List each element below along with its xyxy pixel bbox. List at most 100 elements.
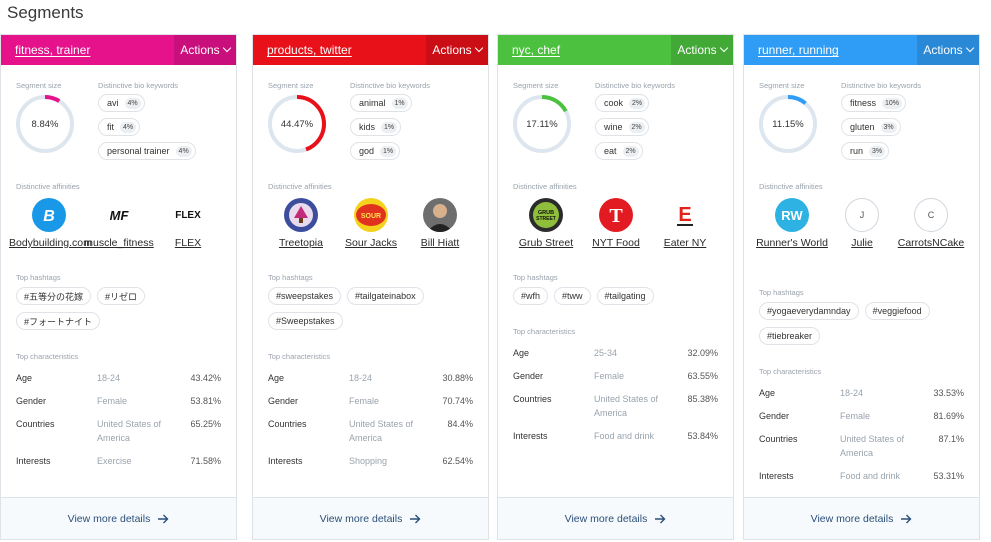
- characteristic-row: Age 25-34 32.09%: [513, 348, 718, 358]
- chevron-down-icon: [965, 43, 974, 53]
- keyword-chip: fit 4%: [98, 118, 141, 136]
- view-more-details-link[interactable]: View more details: [744, 497, 979, 539]
- card-header: nyc, chef Actions: [498, 35, 733, 65]
- hashtags-label: Top hashtags: [16, 273, 61, 282]
- characteristic-row: Interests Exercise 71.58%: [16, 456, 221, 466]
- characteristic-row: Countries United States of America 87.1%: [759, 434, 964, 458]
- keyword-chip: animal 1%: [350, 94, 412, 112]
- segment-name-link[interactable]: nyc, chef: [512, 43, 561, 57]
- nyt-logo-icon: T: [599, 198, 633, 232]
- affinities-label: Distinctive affinities: [513, 182, 577, 191]
- affinity-item[interactable]: RW Runner's World: [752, 198, 832, 250]
- keyword-chip: cook 2%: [595, 94, 650, 112]
- affinities-label: Distinctive affinities: [16, 182, 80, 191]
- actions-dropdown[interactable]: Actions: [174, 35, 236, 65]
- keywords-label: Distinctive bio keywords: [98, 81, 179, 90]
- hashtag-chip: #yogaeverydamnday: [759, 302, 859, 320]
- characteristic-row: Interests Food and drink 53.84%: [513, 431, 718, 441]
- keyword-chip: avi 4%: [98, 94, 145, 112]
- keyword-chip: run 3%: [841, 142, 890, 160]
- affinity-item[interactable]: MF muscle_fitness: [79, 198, 159, 250]
- hashtag-chip: #sweepstakes: [268, 287, 342, 305]
- hashtag-chip: #五等分の花嫁: [16, 287, 92, 305]
- affinity-item[interactable]: Treetopia: [261, 198, 341, 250]
- hashtag-chip: #veggiefood: [864, 302, 930, 320]
- affinity-item[interactable]: GRUB STREET Grub Street: [506, 198, 586, 250]
- hashtag-chip: #tww: [554, 287, 591, 305]
- keywords-label: Distinctive bio keywords: [841, 81, 922, 90]
- actions-dropdown[interactable]: Actions: [917, 35, 979, 65]
- keyword-chip: eat 2%: [595, 142, 643, 160]
- arrow-right-icon: [901, 514, 912, 524]
- hashtags-label: Top hashtags: [513, 273, 558, 282]
- grub-street-logo-icon: GRUB STREET: [529, 198, 563, 232]
- arrow-right-icon: [655, 514, 666, 524]
- segment-size-label: Segment size: [513, 81, 559, 90]
- view-more-details-link[interactable]: View more details: [253, 497, 488, 539]
- arrow-right-icon: [410, 514, 421, 524]
- affinity-item[interactable]: B Bodybuilding.com: [9, 198, 92, 250]
- segment-card: products, twitter Actions Segment size D…: [252, 34, 489, 540]
- segment-size-label: Segment size: [268, 81, 314, 90]
- characteristic-row: Age 18-24 43.42%: [16, 373, 221, 383]
- svg-text:B: B: [43, 208, 55, 225]
- hashtag-chip: #Sweepstakes: [268, 312, 343, 330]
- card-header: runner, running Actions: [744, 35, 979, 65]
- characteristic-row: Age 18-24 30.88%: [268, 373, 473, 383]
- characteristics-label: Top characteristics: [513, 327, 576, 336]
- affinity-item[interactable]: Bill Hiatt: [400, 198, 480, 250]
- flex-logo-icon: FLEX: [171, 198, 205, 232]
- affinities-label: Distinctive affinities: [268, 182, 332, 191]
- keywords-label: Distinctive bio keywords: [350, 81, 431, 90]
- affinity-item[interactable]: E Eater NY: [645, 198, 725, 250]
- characteristics-label: Top characteristics: [759, 367, 822, 376]
- keyword-chip: gluten 3%: [841, 118, 901, 136]
- muscle-fitness-logo-icon: MF: [102, 198, 136, 232]
- affinity-item[interactable]: FLEX FLEX: [148, 198, 228, 250]
- segment-name-link[interactable]: runner, running: [758, 43, 839, 57]
- keywords-label: Distinctive bio keywords: [595, 81, 676, 90]
- actions-dropdown[interactable]: Actions: [426, 35, 488, 65]
- actions-dropdown[interactable]: Actions: [671, 35, 733, 65]
- characteristic-row: Interests Shopping 62.54%: [268, 456, 473, 466]
- characteristic-row: Gender Female 63.55%: [513, 371, 718, 381]
- chevron-down-icon: [719, 43, 728, 53]
- affinity-item[interactable]: C CarrotsNCake: [891, 198, 971, 250]
- carrotsncake-initial-icon: C: [914, 198, 948, 232]
- svg-text:GRUB: GRUB: [538, 210, 554, 216]
- segment-name-link[interactable]: fitness, trainer: [15, 43, 91, 57]
- arrow-right-icon: [158, 514, 169, 524]
- characteristic-row: Countries United States of America 65.25%: [16, 419, 221, 443]
- keyword-chip: fitness 10%: [841, 94, 907, 112]
- card-header: fitness, trainer Actions: [1, 35, 236, 65]
- hashtag-chip: #リゼロ: [97, 287, 146, 305]
- affinity-item[interactable]: T NYT Food: [576, 198, 656, 250]
- characteristic-row: Gender Female 70.74%: [268, 396, 473, 406]
- bodybuilding-logo-icon: B: [32, 198, 66, 232]
- characteristic-row: Interests Food and drink 53.31%: [759, 471, 964, 481]
- affinity-item[interactable]: J Julie: [822, 198, 902, 250]
- characteristic-row: Countries United States of America 84.4%: [268, 419, 473, 443]
- segment-size-value: 17.11%: [526, 118, 558, 130]
- hashtag-chip: #tiebreaker: [759, 327, 821, 345]
- characteristics-label: Top characteristics: [16, 352, 79, 361]
- view-more-details-link[interactable]: View more details: [498, 497, 733, 539]
- affinities-label: Distinctive affinities: [759, 182, 823, 191]
- characteristic-row: Age 18-24 33.53%: [759, 388, 964, 398]
- keyword-chip: personal trainer 4%: [98, 142, 196, 160]
- segment-card: runner, running Actions Segment size Dis…: [743, 34, 980, 540]
- sour-jacks-logo-icon: SOUR: [354, 198, 388, 232]
- segment-size-label: Segment size: [16, 81, 62, 90]
- keyword-chip: wine 2%: [595, 118, 649, 136]
- julie-initial-icon: J: [845, 198, 879, 232]
- hashtag-chip: #tailgateinabox: [347, 287, 424, 305]
- chevron-down-icon: [222, 43, 231, 53]
- segment-size-value: 11.15%: [772, 118, 804, 130]
- affinity-item[interactable]: SOUR Sour Jacks: [331, 198, 411, 250]
- view-more-details-link[interactable]: View more details: [1, 497, 236, 539]
- segment-size-value: 8.84%: [31, 118, 59, 130]
- runners-world-logo-icon: RW: [775, 198, 809, 232]
- segment-size-value: 44.47%: [280, 118, 314, 130]
- segment-name-link[interactable]: products, twitter: [267, 43, 352, 57]
- hashtags-label: Top hashtags: [759, 288, 804, 297]
